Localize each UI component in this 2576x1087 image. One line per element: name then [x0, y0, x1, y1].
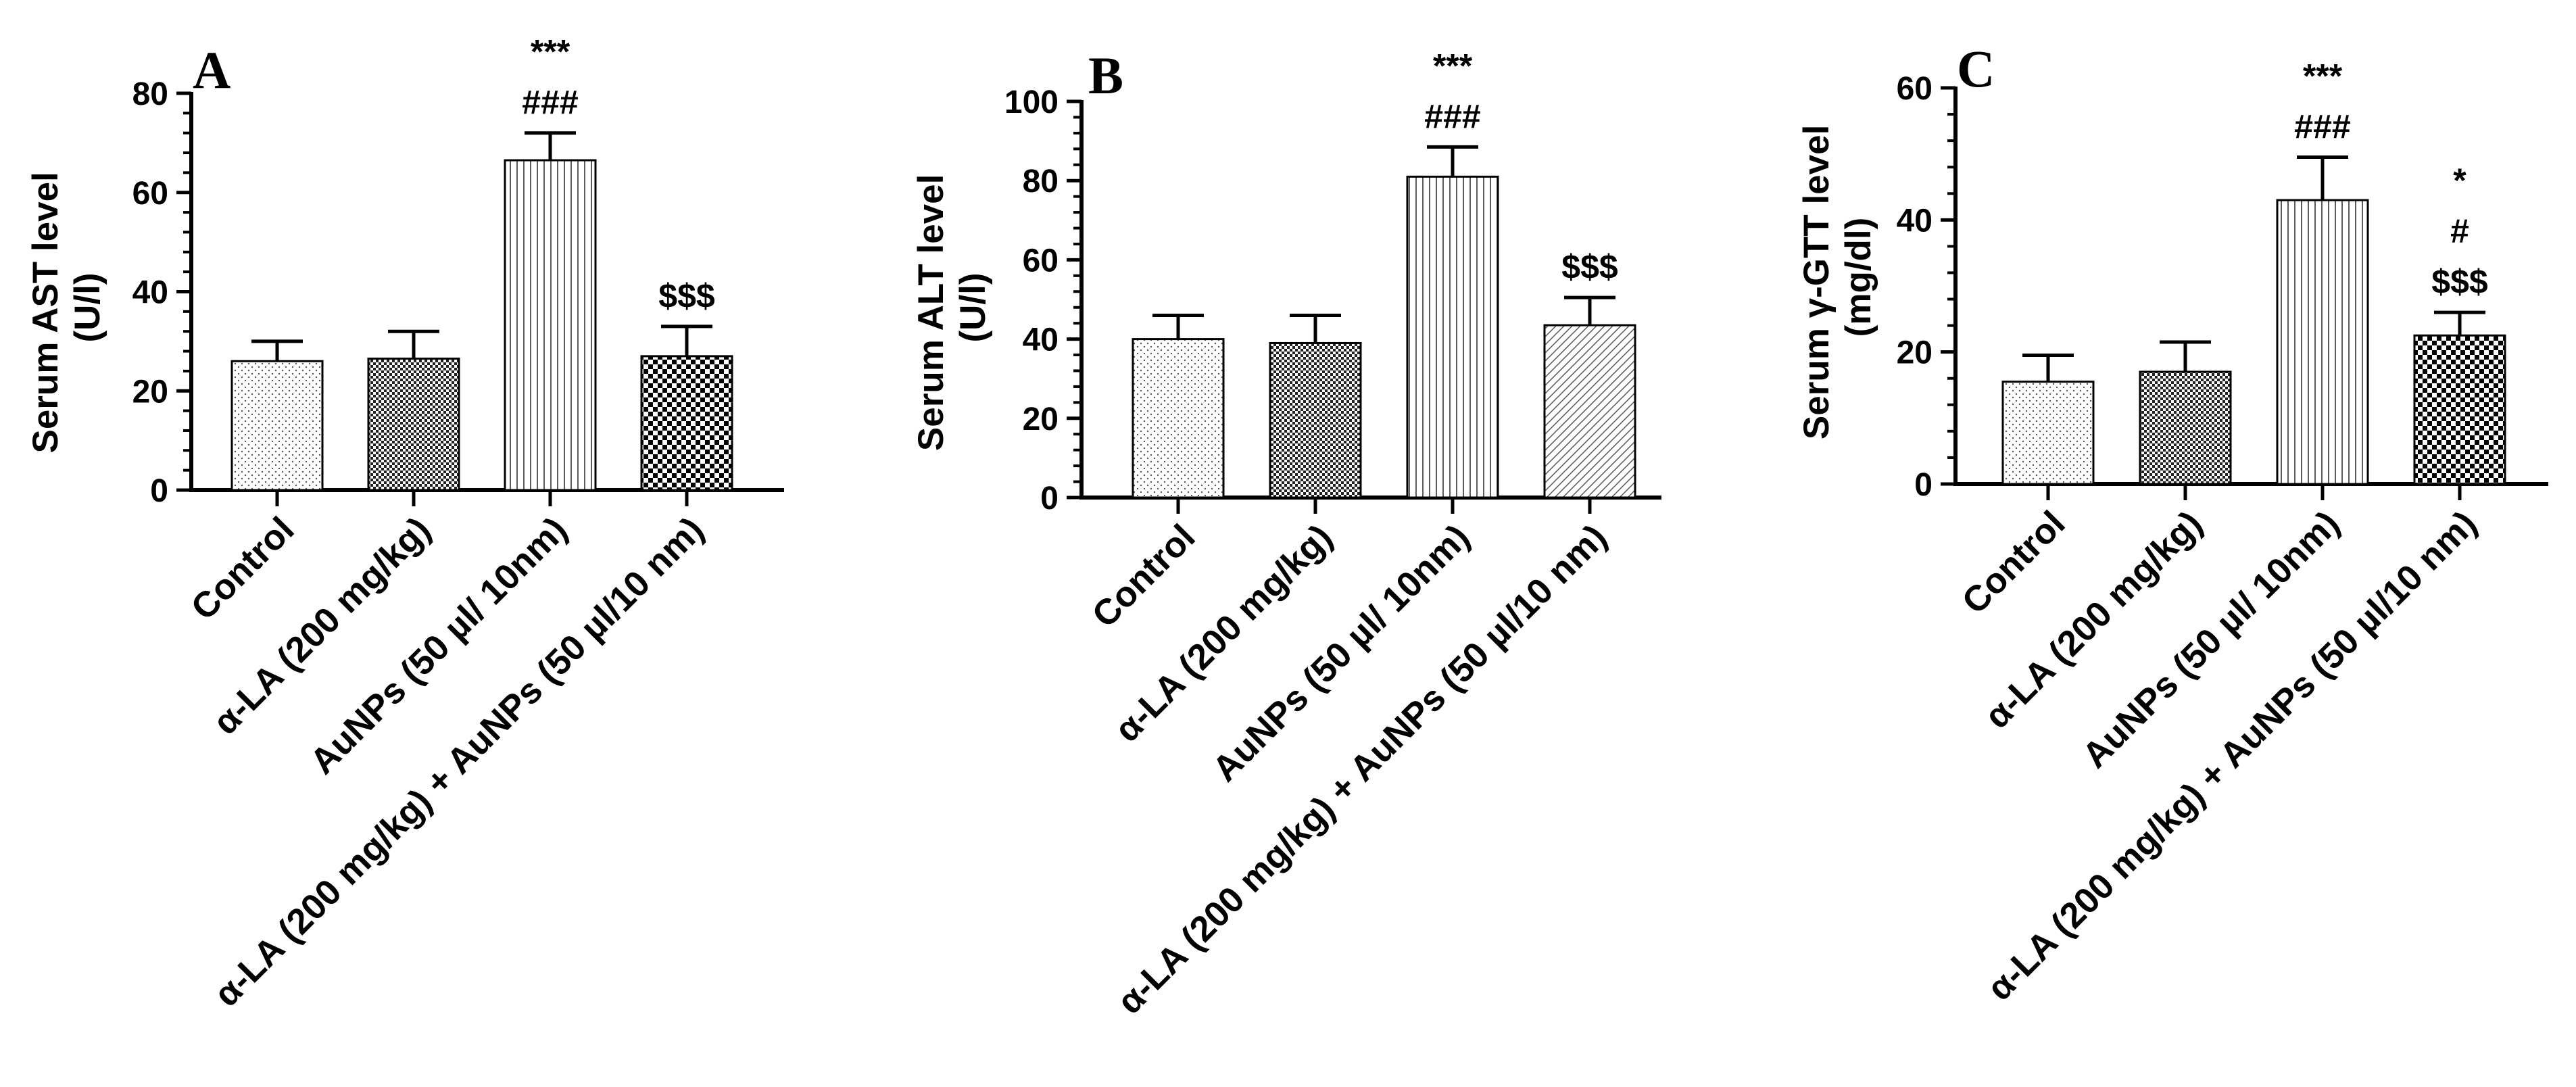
panel-a: A Serum AST level (U/l) 0 20 40 60 80 Control… — [26, 33, 784, 1015]
y-tick-label-a-60: 60 — [132, 176, 168, 212]
significance-label-b-3: *** — [1433, 47, 1473, 84]
y-tick-label-a-0: 0 — [150, 473, 168, 509]
panel-c: C Serum γ-GTT level (mg/dl) 0 20 40 60 Contr… — [1797, 39, 2548, 1009]
y-tick-label-c-0: 0 — [1914, 467, 1933, 503]
bar-b-4 — [1543, 324, 1636, 499]
category-label-b-1: Control — [1085, 517, 1203, 635]
y-axis-label-c: Serum γ-GTT level (mg/dl) — [1797, 115, 1878, 439]
significance-label-c-4: # — [2450, 212, 2469, 250]
panel-b: B Serum ALT level (U/l) 0 20 40 60 80 100 Cont… — [911, 46, 1661, 1022]
panel-letter-a: A — [193, 41, 230, 99]
y-axis-label-c-line1: Serum γ-GTT level — [1797, 125, 1837, 439]
bar-c-3 — [2276, 199, 2369, 485]
significance-label-a-4: $$$ — [658, 277, 715, 315]
category-label-c-4: α-LA (200 mg/kg) + AuNPs (50 µl/10 nm) — [1980, 504, 2485, 1009]
bar-a-4 — [640, 355, 733, 491]
bar-c-4 — [2413, 334, 2506, 485]
y-tick-label-b-60: 60 — [1023, 243, 1059, 279]
y-tick-label-b-80: 80 — [1023, 164, 1059, 199]
bar-b-1 — [1132, 338, 1225, 499]
y-axis-label-c-line2: (mg/dl) — [1839, 218, 1878, 337]
significance-label-c-4: * — [2453, 162, 2466, 199]
bar-b-2 — [1269, 341, 1362, 499]
significance-label-c-3: *** — [2303, 57, 2343, 95]
y-tick-label-c-40: 40 — [1897, 203, 1933, 239]
y-tick-label-b-100: 100 — [1004, 84, 1059, 120]
bar-a-1 — [230, 360, 324, 491]
y-tick-label-a-40: 40 — [132, 275, 168, 311]
significance-label-b-4: $$$ — [1561, 248, 1618, 286]
significance-label-a-3: *** — [531, 33, 570, 71]
y-axis-label-b-line1: Serum ALT level — [911, 174, 951, 451]
significance-label-c-3: ### — [2294, 108, 2350, 146]
y-axis-label-a-line2: (U/l) — [68, 272, 107, 342]
y-axis-label-b: Serum ALT level (U/l) — [911, 164, 993, 451]
y-tick-label-a-20: 20 — [132, 374, 168, 410]
bar-c-1 — [2001, 381, 2095, 485]
y-tick-label-b-0: 0 — [1040, 481, 1059, 516]
bar-a-3 — [504, 159, 597, 491]
significance-label-c-4: $$$ — [2431, 263, 2488, 301]
significance-label-a-3: ### — [522, 84, 578, 122]
y-axis-label-a: Serum AST level (U/l) — [26, 162, 107, 453]
significance-label-b-3: ### — [1424, 97, 1480, 135]
panel-letter-c: C — [1957, 39, 1995, 98]
y-tick-label-c-20: 20 — [1897, 335, 1933, 371]
y-tick-label-c-60: 60 — [1897, 71, 1933, 107]
bar-a-2 — [367, 358, 460, 491]
bar-b-3 — [1406, 175, 1499, 499]
category-label-a-3: AuNPs (50 µl/ 10nm) — [303, 510, 575, 782]
category-label-b-3: AuNPs (50 µl/ 10nm) — [1205, 517, 1478, 790]
bar-c-2 — [2139, 370, 2232, 485]
category-label-a-4: α-LA (200 mg/kg) + AuNPs (50 µl/10 nm) — [207, 510, 712, 1015]
y-axis-label-a-line1: Serum AST level — [26, 172, 66, 453]
y-tick-label-b-40: 40 — [1023, 322, 1059, 358]
panel-letter-b: B — [1088, 46, 1123, 105]
category-label-c-1: Control — [1955, 504, 2073, 622]
category-label-b-4: α-LA (200 mg/kg) + AuNPs (50 µl/10 nm) — [1110, 517, 1615, 1022]
category-label-c-3: AuNPs (50 µl/ 10nm) — [2075, 504, 2348, 776]
category-label-a-1: Control — [184, 510, 302, 628]
y-tick-label-a-80: 80 — [132, 76, 168, 112]
y-tick-label-b-20: 20 — [1023, 402, 1059, 437]
y-axis-label-b-line2: (U/l) — [953, 272, 993, 342]
